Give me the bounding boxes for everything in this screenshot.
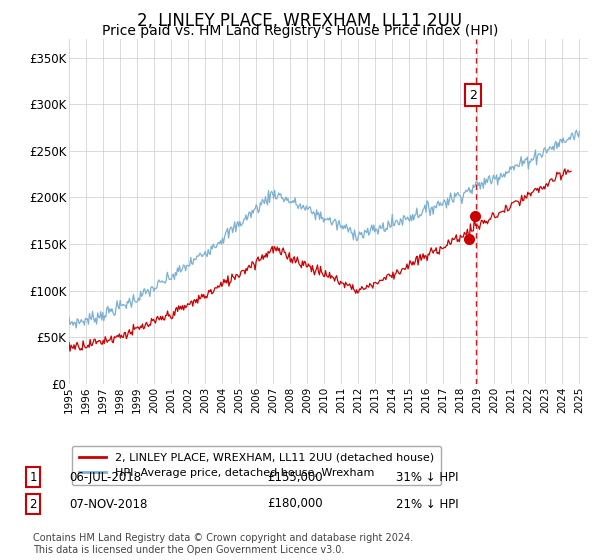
Text: 2, LINLEY PLACE, WREXHAM, LL11 2UU: 2, LINLEY PLACE, WREXHAM, LL11 2UU [137, 12, 463, 30]
Text: 07-NOV-2018: 07-NOV-2018 [69, 497, 148, 511]
Text: £155,000: £155,000 [267, 470, 323, 484]
Text: 06-JUL-2018: 06-JUL-2018 [69, 470, 141, 484]
Text: 2: 2 [469, 88, 477, 101]
Text: 31% ↓ HPI: 31% ↓ HPI [396, 470, 458, 484]
Text: £180,000: £180,000 [267, 497, 323, 511]
Text: 21% ↓ HPI: 21% ↓ HPI [396, 497, 458, 511]
Legend: 2, LINLEY PLACE, WREXHAM, LL11 2UU (detached house), HPI: Average price, detache: 2, LINLEY PLACE, WREXHAM, LL11 2UU (deta… [72, 446, 441, 485]
Text: Contains HM Land Registry data © Crown copyright and database right 2024.
This d: Contains HM Land Registry data © Crown c… [33, 533, 413, 555]
Text: 1: 1 [29, 470, 37, 484]
Text: 2: 2 [29, 497, 37, 511]
Text: Price paid vs. HM Land Registry's House Price Index (HPI): Price paid vs. HM Land Registry's House … [102, 24, 498, 38]
